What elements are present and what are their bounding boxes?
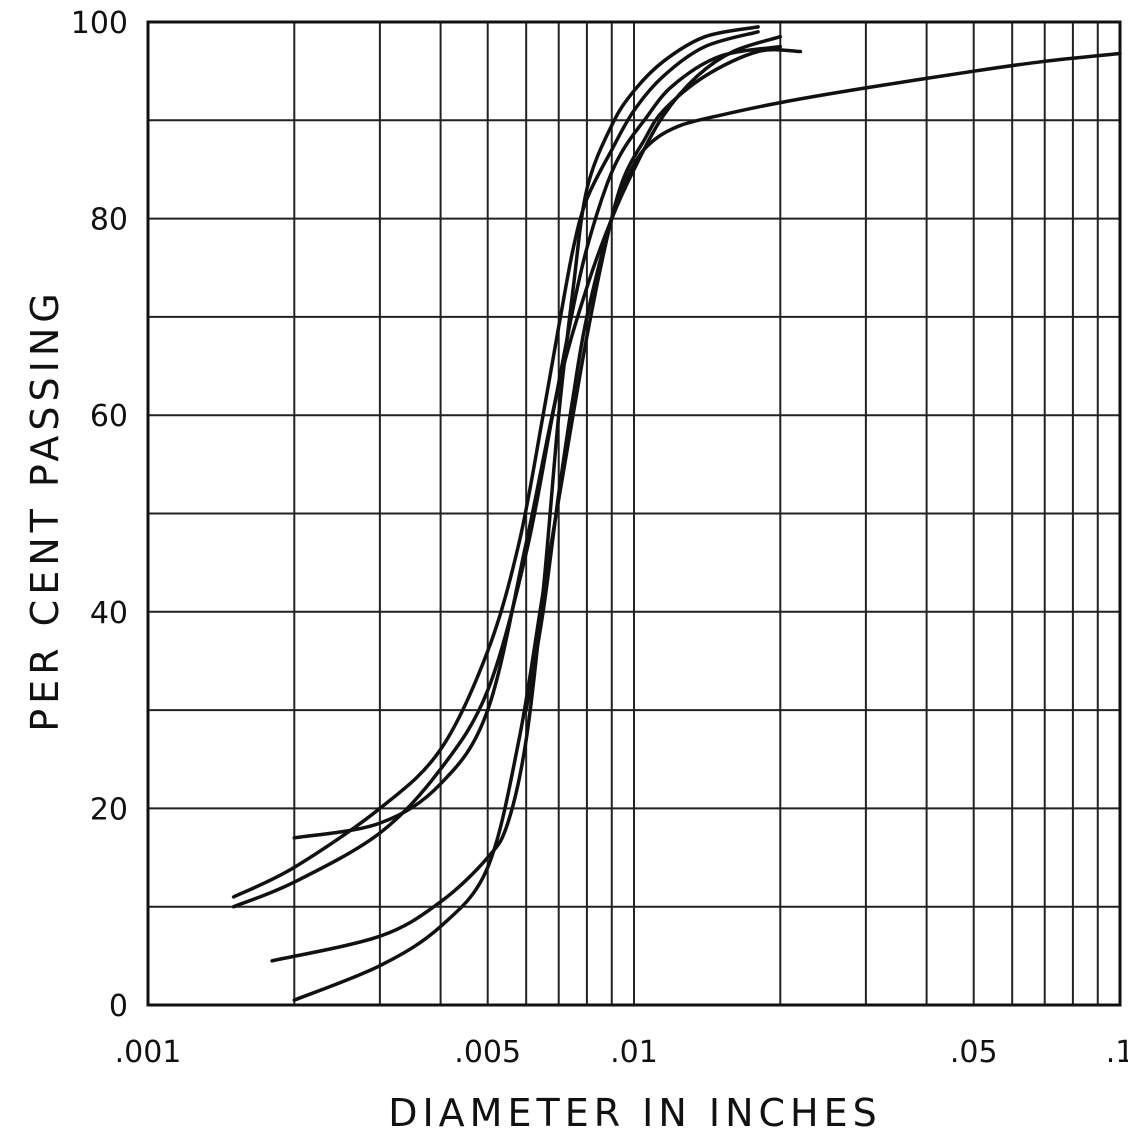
x-tick-labels: .001 .005 .01 .05 .1 bbox=[115, 1035, 1128, 1070]
y-tick-label: 100 bbox=[71, 6, 128, 41]
y-tick-labels: 0 20 40 60 80 100 bbox=[71, 6, 128, 1024]
grid bbox=[146, 20, 1122, 1007]
x-tick-label: .001 bbox=[115, 1035, 182, 1070]
plot-frame bbox=[146, 20, 1122, 1007]
x-tick-label: .1 bbox=[1106, 1035, 1128, 1070]
data-series bbox=[231, 25, 1122, 1002]
x-tick-label: .05 bbox=[950, 1035, 998, 1070]
series-line-4 bbox=[270, 25, 760, 963]
x-tick-label: .005 bbox=[454, 1035, 521, 1070]
x-tick-label: .01 bbox=[610, 1035, 658, 1070]
y-tick-label: 40 bbox=[90, 596, 128, 631]
series-line-5 bbox=[292, 47, 803, 1002]
x-axis-title: DIAMETER IN INCHES bbox=[388, 1091, 882, 1135]
y-tick-label: 20 bbox=[90, 792, 128, 827]
y-tick-label: 60 bbox=[90, 399, 128, 434]
y-axis-title: PER CENT PASSING bbox=[23, 288, 67, 731]
y-tick-label: 0 bbox=[109, 989, 128, 1024]
y-tick-label: 80 bbox=[90, 203, 128, 238]
series-line-2 bbox=[231, 30, 760, 899]
series-line-6 bbox=[524, 51, 1122, 712]
